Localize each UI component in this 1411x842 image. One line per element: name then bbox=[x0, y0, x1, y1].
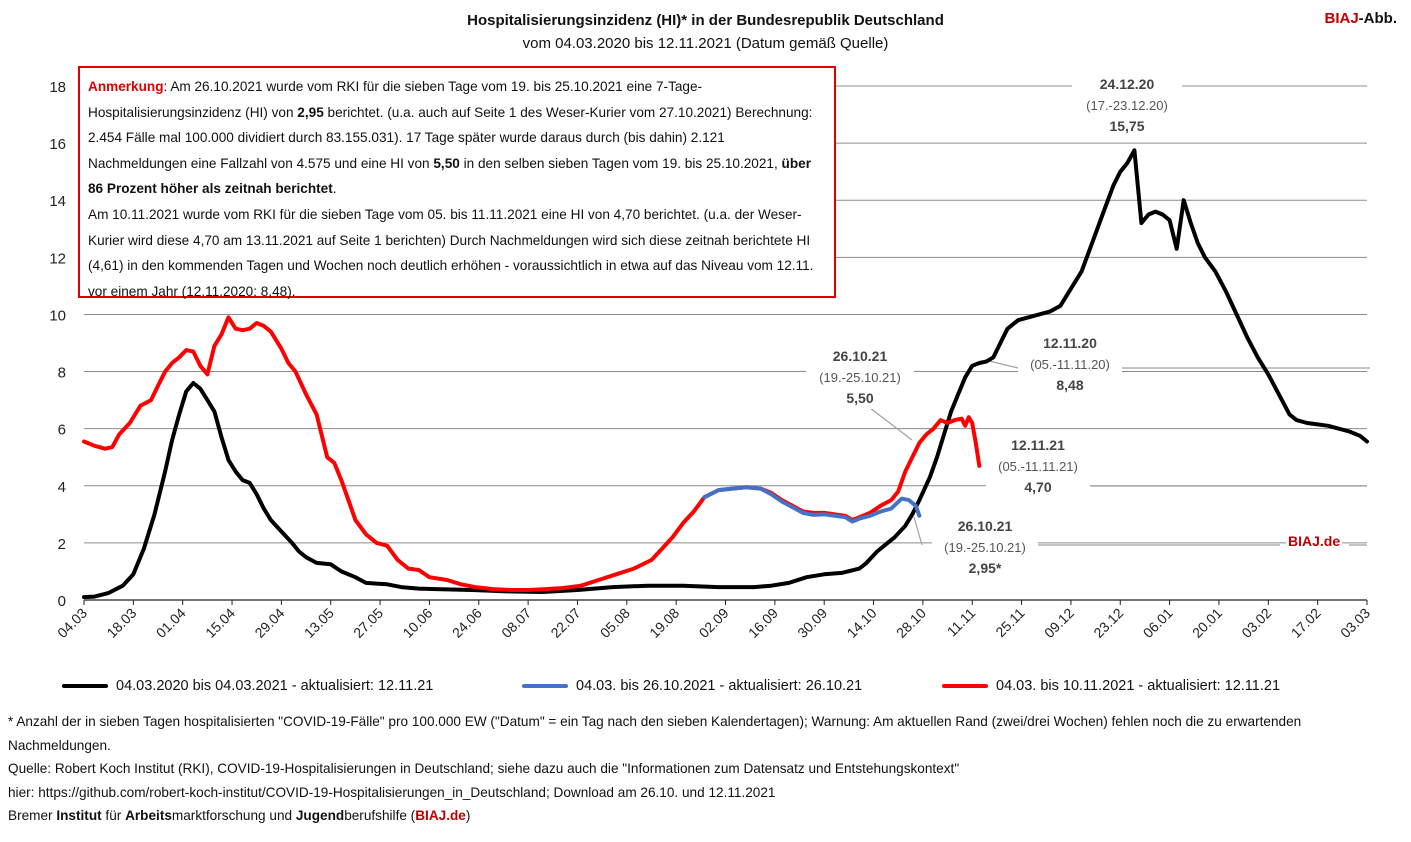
annotation-oct21-late-date: 26.10.21 bbox=[832, 348, 888, 364]
y-tick-label-2: 2 bbox=[58, 536, 66, 553]
annotation-nov20-value: 8,48 bbox=[1056, 377, 1084, 393]
chart-title: Hospitalisierungsinzidenz (HI)* in der B… bbox=[467, 12, 944, 29]
annotation-oct21-early-value: 2,95* bbox=[968, 560, 1002, 576]
leader-line-4 bbox=[913, 516, 923, 546]
legend-swatch-red bbox=[942, 684, 988, 689]
x-tick-label-01.04: 01.04 bbox=[153, 605, 189, 641]
x-tick-label-10.06: 10.06 bbox=[399, 605, 435, 641]
x-tick-label-03.03: 03.03 bbox=[1337, 605, 1373, 641]
note-paragraph-2: Am 10.11.2021 wurde vom RKI für die sieb… bbox=[88, 206, 814, 299]
x-tick-label-30.09: 30.09 bbox=[794, 605, 830, 641]
legend: 04.03.2020 bis 04.03.2021 - aktualisiert… bbox=[0, 678, 1411, 700]
annotation-oct21-late: 26.10.21 (19.-25.10.21) 5,50 bbox=[806, 346, 914, 409]
y-tick-label-16: 16 bbox=[49, 136, 66, 153]
x-tick-label-03.02: 03.02 bbox=[1238, 605, 1274, 641]
x-tick-label-22.07: 22.07 bbox=[547, 605, 583, 641]
x-tick-label-20.01: 20.01 bbox=[1189, 605, 1225, 641]
x-tick-label-06.01: 06.01 bbox=[1140, 605, 1176, 641]
note-box: Anmerkung: Am 26.10.2021 wurde vom RKI f… bbox=[78, 66, 836, 299]
x-tick-label-24.06: 24.06 bbox=[449, 605, 485, 641]
series-line-0 bbox=[82, 148, 1369, 600]
x-tick-label-08.07: 08.07 bbox=[498, 605, 534, 641]
y-tick-label-18: 18 bbox=[49, 79, 66, 96]
y-tick-label-6: 6 bbox=[58, 422, 66, 439]
watermark-biaj: BIAJ.de bbox=[1286, 533, 1343, 549]
series-line-1 bbox=[702, 485, 922, 524]
legend-swatch-black bbox=[62, 684, 108, 689]
x-tick-label-28.10: 28.10 bbox=[893, 605, 929, 641]
annotation-nov20-date: 12.11.20 bbox=[1043, 335, 1097, 351]
y-tick-label-12: 12 bbox=[49, 250, 66, 267]
annotation-nov20-period: (05.-11.11.20) bbox=[1030, 357, 1110, 372]
footnote-url: hier: https://github.com/robert-koch-ins… bbox=[8, 784, 776, 800]
brand-label: BIAJ-Abb. bbox=[1324, 10, 1397, 27]
y-axis: 0 2 4 6 8 10 12 14 16 18 bbox=[49, 79, 66, 610]
x-tick-label-05.08: 05.08 bbox=[597, 605, 633, 641]
annotation-oct21-late-value: 5,50 bbox=[846, 390, 874, 406]
legend-item-red: 04.03. bis 10.11.2021 - aktualisiert: 12… bbox=[942, 678, 1280, 694]
annotation-oct21-early-period: (19.-25.10.21) bbox=[944, 540, 1026, 555]
annotation-peak: 24.12.20 (17.-23.12.20) 15,75 bbox=[1072, 74, 1182, 137]
x-tick-label-29.04: 29.04 bbox=[251, 605, 287, 641]
y-tick-label-8: 8 bbox=[58, 365, 66, 382]
annotation-peak-value: 15,75 bbox=[1109, 118, 1145, 134]
annotation-leaders bbox=[869, 359, 1370, 546]
annotation-peak-period: (17.-23.12.20) bbox=[1086, 98, 1168, 113]
legend-item-blue: 04.03. bis 26.10.2021 - aktualisiert: 26… bbox=[522, 678, 862, 694]
annotation-nov21-date: 12.11.21 bbox=[1011, 437, 1065, 453]
x-tick-label-04.03: 04.03 bbox=[54, 605, 90, 641]
x-tick-label-13.05: 13.05 bbox=[301, 605, 337, 641]
annotation-nov21-value: 4,70 bbox=[1024, 479, 1052, 495]
series-lines bbox=[82, 148, 1369, 600]
y-tick-label-10: 10 bbox=[49, 307, 66, 324]
x-tick-label-15.04: 15.04 bbox=[202, 605, 238, 641]
footnote-institute: Bremer Institut für Arbeitsmarktforschun… bbox=[8, 808, 471, 824]
y-tick-label-4: 4 bbox=[58, 479, 66, 496]
x-tick-label-09.12: 09.12 bbox=[1041, 605, 1077, 641]
x-tick-label-25.11: 25.11 bbox=[992, 605, 1028, 641]
legend-swatch-blue bbox=[522, 684, 568, 689]
chart-subtitle: vom 04.03.2020 bis 12.11.2021 (Datum gem… bbox=[522, 35, 889, 52]
annotation-nov20: 12.11.20 (05.-11.11.20) 8,48 bbox=[1018, 333, 1122, 396]
annotation-oct21-late-period: (19.-25.10.21) bbox=[819, 370, 901, 385]
leader-line-2 bbox=[869, 407, 913, 441]
annotation-nov21-period: (05.-11.11.21) bbox=[998, 459, 1078, 474]
x-tick-label-23.12: 23.12 bbox=[1090, 605, 1126, 641]
x-tick-label-18.03: 18.03 bbox=[103, 605, 139, 641]
x-tick-label-02.09: 02.09 bbox=[696, 605, 732, 641]
series-line-2 bbox=[82, 315, 982, 592]
y-tick-label-0: 0 bbox=[58, 593, 66, 610]
footnote-source: Quelle: Robert Koch Institut (RKI), COVI… bbox=[8, 761, 960, 777]
x-tick-label-19.08: 19.08 bbox=[646, 605, 682, 641]
x-axis: 04.03 18.03 01.04 15.04 29.04 13.05 27.05 10.06… bbox=[54, 599, 1373, 641]
annotation-oct21-early: 26.10.21 (19.-25.10.21) 2,95* bbox=[932, 516, 1038, 579]
x-tick-label-27.05: 27.05 bbox=[350, 605, 386, 641]
x-tick-label-11.11: 11.11 bbox=[944, 605, 979, 640]
x-tick-label-17.02: 17.02 bbox=[1288, 605, 1324, 641]
annotation-oct21-early-date: 26.10.21 bbox=[957, 518, 1013, 534]
footnote-asterisk: * Anzahl der in sieben Tagen hospitalisi… bbox=[8, 714, 1302, 753]
x-tick-label-14.10: 14.10 bbox=[844, 605, 880, 641]
annotation-nov21: 12.11.21 (05.-11.11.21) 4,70 bbox=[986, 435, 1090, 498]
footnotes: * Anzahl der in sieben Tagen hospitalisi… bbox=[8, 710, 1403, 828]
y-tick-label-14: 14 bbox=[49, 193, 66, 210]
annotation-peak-date: 24.12.20 bbox=[1099, 76, 1155, 92]
x-tick-label-16.09: 16.09 bbox=[745, 605, 781, 641]
legend-item-black: 04.03.2020 bis 04.03.2021 - aktualisiert… bbox=[62, 678, 433, 694]
